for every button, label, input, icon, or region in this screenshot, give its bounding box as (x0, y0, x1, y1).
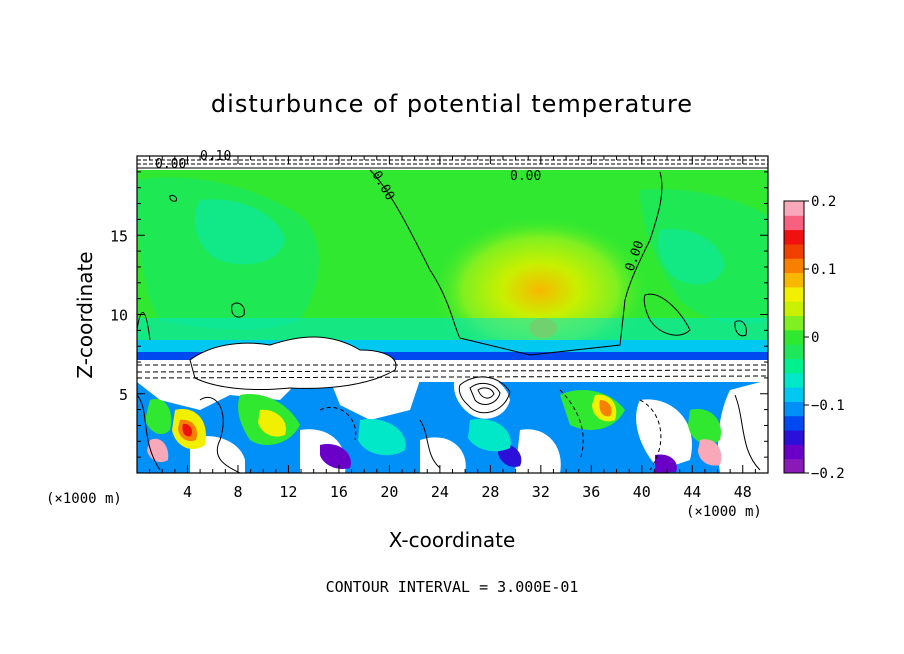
x-tick-label: 12 (279, 483, 297, 501)
cell-purple-1 (320, 444, 351, 469)
x-axis: 4 8 12 16 20 24 28 32 36 40 44 48 (149, 156, 756, 501)
colorbar-swatch (784, 444, 804, 460)
colorbar-swatch (784, 458, 804, 474)
contour-lower-6 (559, 389, 584, 461)
cell-red-1 (182, 423, 193, 437)
cell-white-2 (330, 380, 420, 420)
cell-cyan-2 (468, 419, 511, 452)
cell-green-4 (688, 409, 721, 445)
x-tick-label: 4 (183, 483, 192, 501)
upper-cyan-patch-4 (658, 229, 725, 285)
colorbar-swatch (784, 301, 804, 317)
x-tick-label: 20 (380, 483, 398, 501)
cell-white-8 (718, 380, 768, 473)
y-axis: 5 10 15 (110, 171, 768, 458)
colorbar-swatch (784, 401, 804, 417)
contour-lower-4 (639, 399, 662, 471)
cell-white-9 (453, 374, 510, 419)
contour-label: 0.00 (510, 169, 541, 184)
tropopause-cyan-band (137, 318, 768, 340)
x-axis-label: X-coordinate (389, 528, 516, 552)
cell-white-6 (515, 429, 561, 473)
contour-small-2 (643, 293, 691, 336)
contour-lines (137, 159, 768, 473)
x-tick-label: 32 (532, 483, 550, 501)
cloud-cluster (189, 336, 397, 390)
field-area (137, 156, 768, 473)
y-unit-label: (×1000 m) (46, 491, 122, 507)
colorbar-swatch (784, 272, 804, 288)
colorbar-swatch (784, 243, 804, 259)
contour-eddy-3 (477, 387, 495, 399)
x-tick-label: 36 (582, 483, 600, 501)
x-unit-label: (×1000 m) (686, 504, 762, 520)
colorbar-swatch (784, 315, 804, 331)
colorbar-swatch (784, 344, 804, 359)
cell-yellow-2 (258, 409, 286, 437)
colorbar-tick-label: 0.1 (811, 262, 836, 278)
x-tick-label: 40 (633, 483, 651, 501)
colorbar-swatch (784, 229, 804, 245)
cell-cyan-1 (358, 419, 406, 456)
y-tick-label: 15 (110, 227, 128, 245)
colorbar-swatch (784, 329, 804, 345)
colorbar-swatch (784, 258, 804, 274)
cell-green-1 (145, 399, 172, 435)
contour-small-1 (231, 302, 245, 318)
colorbar-swatch (784, 430, 804, 445)
x-tick-label: 8 (233, 483, 242, 501)
contour-lower-7 (419, 419, 441, 469)
upper-cyan-patch (137, 177, 319, 330)
colorbar-swatch (784, 358, 804, 374)
colorbar-swatch (784, 415, 804, 431)
colorbar-swatch (784, 286, 804, 302)
contour-lower-2 (199, 397, 241, 473)
tropopause-deep-band (137, 352, 768, 360)
colorbar-tick-label: −0.1 (811, 398, 845, 414)
cell-purple-3 (655, 454, 677, 473)
colorbar-swatch (784, 387, 804, 402)
colorbar-tick-label: 0.2 (811, 194, 836, 210)
x-tick-label: 24 (431, 483, 449, 501)
contour-eddy-2 (469, 382, 501, 405)
cell-orange-2 (599, 400, 612, 417)
upper-cyan-patch-2 (195, 199, 285, 265)
cell-white-5 (420, 437, 466, 473)
colorbar-tick-label: −0.2 (811, 466, 845, 482)
contour-eddy-1 (458, 376, 511, 414)
chart-title: disturbunce of potential temperature (211, 90, 693, 118)
contour-lower-3 (319, 406, 357, 441)
contour-interval-note: CONTOUR INTERVAL = 3.000E-01 (326, 578, 579, 596)
colorbar-swatch (784, 215, 804, 231)
x-tick-label: 16 (330, 483, 348, 501)
colorbar-swatch (784, 201, 804, 216)
cell-white-7 (636, 399, 692, 470)
y-tick-label: 10 (110, 307, 128, 325)
y-tick-label: 5 (119, 386, 128, 404)
contour-small-4 (169, 195, 177, 202)
upper-cyan-patch-3 (640, 189, 768, 324)
cell-pink-2 (698, 439, 722, 466)
contour-lower-5 (734, 394, 761, 471)
contour-stable-2 (137, 369, 768, 373)
colorbar-tick-label: 0 (811, 330, 819, 346)
colorbar-swatch (784, 372, 804, 388)
x-tick-label: 44 (683, 483, 701, 501)
colorbar-ticks: 0.2 0.1 0 −0.1 −0.2 (804, 194, 845, 482)
contour-left (137, 312, 151, 341)
contour-zero-upper (369, 169, 663, 356)
contour-label: 0.00 (155, 157, 186, 172)
contour-stable-3 (137, 375, 768, 379)
x-tick-label: 48 (734, 483, 752, 501)
contour-lower-1 (137, 394, 161, 471)
y-axis-label: Z-coordinate (73, 251, 97, 378)
contour-small-3 (734, 320, 747, 337)
colorbar (784, 201, 804, 474)
x-tick-label: 28 (481, 483, 499, 501)
